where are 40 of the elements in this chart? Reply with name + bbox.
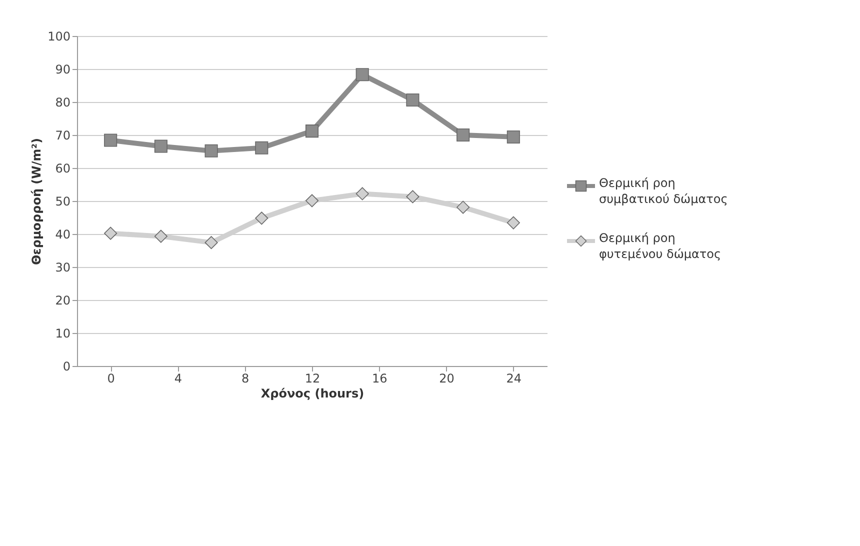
x-tick-label: 0 [107,372,115,386]
point [104,226,118,240]
x-tick-label: 20 [439,372,454,386]
point [456,128,470,142]
point [406,93,420,107]
point [104,134,118,147]
point [255,212,268,225]
y-tick-label: 20 [55,294,70,308]
point [204,144,218,158]
point [305,194,319,208]
y-tick-label: 0 [62,360,70,374]
legend-label: Θερμική ροη συμβατικού δώματος [599,176,728,206]
y-tick-label: 40 [55,228,70,242]
point [356,187,369,200]
x-tick-label: 8 [242,372,250,386]
y-axis-title: Θερμορροή (W/m²) [30,138,44,266]
point [356,68,369,82]
point [154,140,168,153]
point [506,216,520,230]
point [456,200,470,214]
y-tick-label: 90 [55,62,70,76]
y-tick-label: 80 [55,96,70,110]
y-tick-label: 50 [55,194,70,208]
point [255,141,268,154]
y-tick-label: 60 [55,162,70,176]
legend-label: Θερμική ροη φυτεμένου δώματος [599,231,722,261]
y-tick-label: 100 [48,30,70,44]
y-tick-label: 10 [55,326,70,340]
x-tick-label: 4 [174,372,182,386]
point [154,230,168,243]
x-tick-label: 12 [304,372,320,386]
x-axis-title: Χρόνος (hours) [260,386,364,400]
point [204,236,218,250]
y-tick-label: 30 [55,260,70,274]
point [506,130,520,144]
x-tick-label: 16 [372,372,388,386]
point [406,190,420,204]
point [305,124,319,138]
y-tick-label: 70 [55,128,70,142]
x-tick-label: 24 [506,372,522,386]
